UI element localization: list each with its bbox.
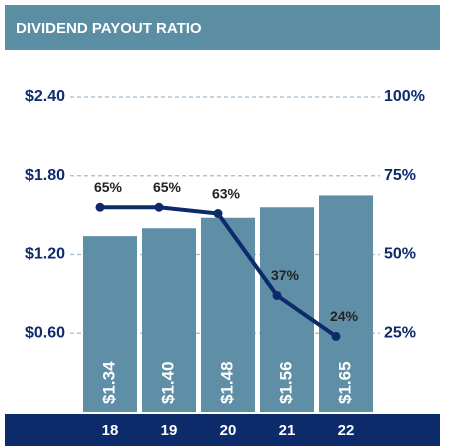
x-tick-label: 20 <box>220 422 237 439</box>
category-band <box>5 414 440 446</box>
line-point <box>95 202 105 212</box>
bar-value-label: $1.34 <box>99 361 118 404</box>
header-bar <box>5 5 440 50</box>
y-tick-label: $2.40 <box>25 88 65 105</box>
line-point <box>272 290 282 300</box>
bar <box>83 236 137 412</box>
bar-value-label: $1.40 <box>158 361 177 404</box>
line-point <box>154 202 164 212</box>
bar-value-label: $1.48 <box>217 361 236 404</box>
bar-value-label: $1.56 <box>276 361 295 404</box>
line-value-label: 65% <box>94 179 123 195</box>
y-tick-label: $0.60 <box>25 324 65 341</box>
line-value-label: 24% <box>330 308 359 324</box>
y-tick-label: $1.80 <box>25 167 65 184</box>
bar <box>142 228 196 412</box>
x-tick-label: 18 <box>102 422 119 439</box>
line-point <box>331 331 341 341</box>
y2-tick-label: 25% <box>384 324 416 341</box>
line-value-label: 37% <box>271 267 300 283</box>
line-value-label: 65% <box>153 179 182 195</box>
x-tick-label: 22 <box>338 422 355 439</box>
bar <box>260 207 314 412</box>
line-value-label: 63% <box>212 185 241 201</box>
y-tick-label: $1.20 <box>25 246 65 263</box>
chart-title: DIVIDEND PAYOUT RATIO <box>16 20 202 37</box>
x-tick-label: 21 <box>279 422 296 439</box>
y2-tick-label: 100% <box>384 88 425 105</box>
y2-tick-label: 50% <box>384 246 416 263</box>
x-tick-label: 19 <box>161 422 178 439</box>
line-point <box>213 209 223 219</box>
bar <box>319 195 373 412</box>
bar-value-label: $1.65 <box>335 361 354 404</box>
y2-tick-label: 75% <box>384 167 416 184</box>
